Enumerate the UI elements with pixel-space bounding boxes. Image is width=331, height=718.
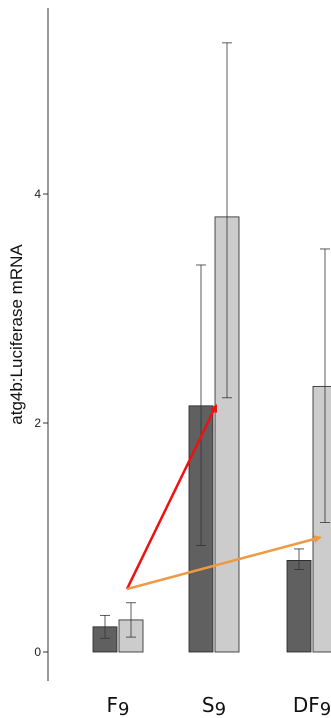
annotation-arrows — [125, 404, 322, 591]
x-category-label: F9 — [107, 693, 130, 718]
y-tick-label: 4 — [34, 187, 41, 201]
category-subscript: 9 — [320, 699, 331, 718]
red-arrow — [125, 404, 218, 590]
error-bars — [100, 42, 330, 639]
x-category-label: DF9 — [293, 693, 331, 718]
category-name: DF — [293, 693, 320, 717]
category-subscript: 9 — [118, 699, 129, 718]
category-name: F — [107, 693, 119, 717]
y-tick-label: 0 — [34, 645, 41, 659]
orange-arrow — [126, 535, 322, 591]
category-subscript: 9 — [215, 699, 226, 718]
x-category-label: S9 — [202, 693, 226, 718]
category-name: S — [202, 693, 215, 717]
bars — [92, 216, 331, 653]
y-axis-title: atg4b:Luciferase mRNA — [7, 244, 26, 425]
axes: 0 2 4 — [34, 8, 49, 681]
bar-series1-df9 — [286, 560, 312, 653]
bar-series2-df9 — [312, 385, 331, 653]
y-tick-label: 2 — [34, 416, 41, 430]
